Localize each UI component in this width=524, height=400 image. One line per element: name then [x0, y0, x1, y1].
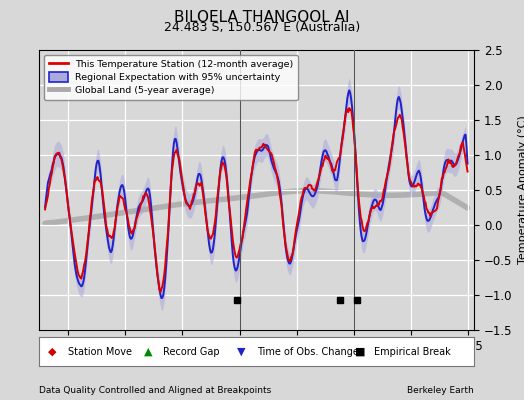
Text: BILOELA THANGOOL AI: BILOELA THANGOOL AI — [174, 10, 350, 25]
Text: ▲: ▲ — [144, 346, 152, 357]
Text: Empirical Break: Empirical Break — [374, 346, 451, 357]
Text: ▼: ▼ — [237, 346, 246, 357]
Text: ■: ■ — [355, 346, 365, 357]
Text: ◆: ◆ — [48, 346, 57, 357]
Text: Data Quality Controlled and Aligned at Breakpoints: Data Quality Controlled and Aligned at B… — [39, 386, 271, 395]
Legend: This Temperature Station (12-month average), Regional Expectation with 95% uncer: This Temperature Station (12-month avera… — [44, 55, 298, 100]
Text: Record Gap: Record Gap — [163, 346, 220, 357]
Y-axis label: Temperature Anomaly (°C): Temperature Anomaly (°C) — [518, 116, 524, 264]
Text: Berkeley Earth: Berkeley Earth — [408, 386, 474, 395]
Text: Station Move: Station Move — [68, 346, 132, 357]
Text: 24.483 S, 150.567 E (Australia): 24.483 S, 150.567 E (Australia) — [164, 21, 360, 34]
Text: Time of Obs. Change: Time of Obs. Change — [257, 346, 358, 357]
